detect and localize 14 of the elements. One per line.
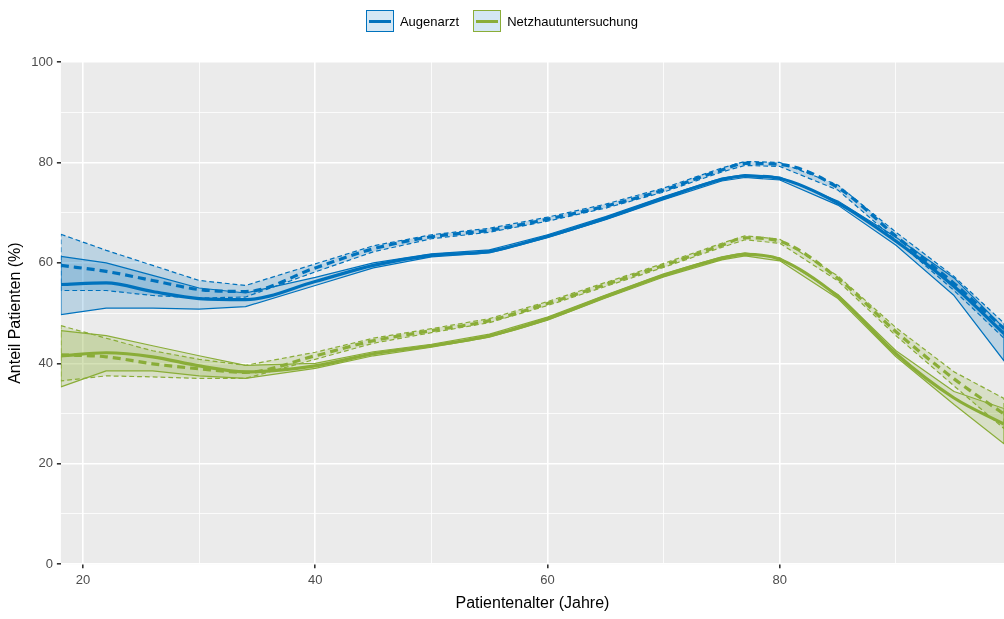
y-tick-label: 60 <box>38 254 53 270</box>
y-tick-label: 40 <box>38 354 53 370</box>
y-tick-label: 20 <box>38 455 53 471</box>
x-axis-title: Patientenalter (Jahre) <box>455 593 610 611</box>
y-tick-label: 100 <box>31 53 53 69</box>
legend-label: Augenarzt <box>399 13 460 29</box>
x-tick-label: 80 <box>772 571 788 587</box>
y-tick-label: 80 <box>38 154 53 170</box>
x-tick-label: 20 <box>75 571 91 587</box>
y-axis-title: Anteil Patienten (%) <box>6 242 24 384</box>
y-tick-label: 0 <box>45 555 53 571</box>
x-tick-label: 40 <box>308 571 323 587</box>
x-tick-label: 60 <box>540 571 555 587</box>
legend-label: Netzhautuntersuchung <box>507 13 639 29</box>
